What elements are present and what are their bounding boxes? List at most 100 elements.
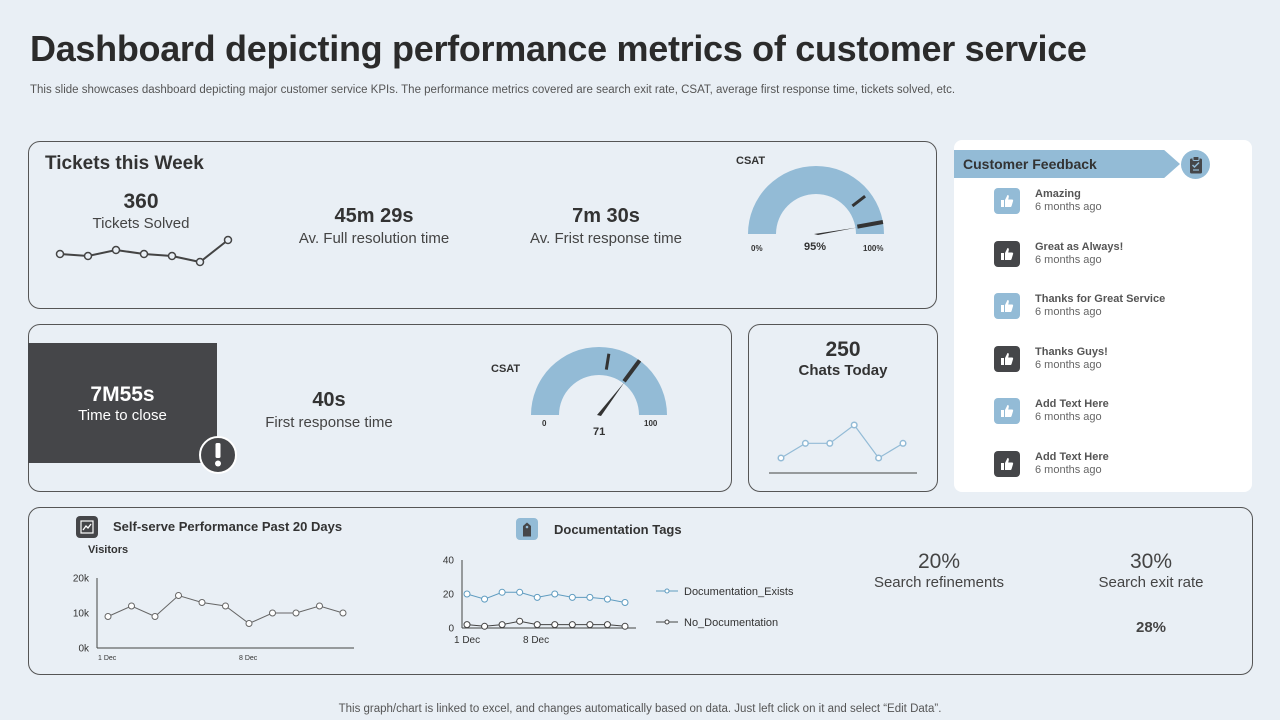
feedback-title: Amazing [1035,188,1081,200]
series-point [533,593,541,601]
extra-percentage-value: 28% [1135,619,1167,636]
series-point [516,588,524,596]
series-point [568,593,576,601]
thumbs-up-icon [994,188,1020,214]
thumbs-up-icon [994,293,1020,319]
gauge-needle [597,381,625,416]
visitors-label: Visitors [88,544,129,556]
footer-note: This graph/chart is linked to excel, and… [338,703,942,715]
customer-feedback-banner: Customer Feedback [954,150,1180,178]
feedback-item: Add Text Here 6 months ago [994,450,1234,491]
series-point [463,590,471,598]
feedback-time: 6 months ago [1035,463,1102,476]
thumbs-up-icon [994,240,1020,267]
x-tick-label: 8 Dec [239,655,258,662]
bottom-panel: Self-serve Performance Past 20 Days Visi… [28,507,1253,675]
chats-panel: 250 Chats Today [748,324,938,492]
sparkline-point [83,251,93,261]
y-tick-label: 0k [78,644,90,655]
y-tick-label: 20k [73,574,90,585]
series-point [104,613,112,620]
y-tick-label: 10k [73,609,90,620]
clipboard-icon [1181,150,1210,179]
csat-2-gauge [531,347,667,416]
csat-label: CSAT [736,155,766,167]
sparkline-point [195,257,205,267]
series-point [128,602,135,610]
series-point [586,621,594,629]
series-point [603,621,611,629]
visitors-chart: 0k 10k 20k 1 Dec 8 Dec [73,574,354,662]
tickets-week-heading: Tickets this Week [45,153,204,174]
tickets-week-panel: Tickets this Week 360 Tickets Solved 45m… [28,141,937,309]
documentation-tags-chart: 0 20 40 1 Dec 8 Dec Documentation_Exists No_Do… [443,556,794,647]
feedback-item: Add Text Here 6 months ago [994,398,1234,438]
gauge-marker [622,359,642,383]
x-tick-label: 8 Dec [523,635,549,646]
tickets-solved-label: Tickets Solved [92,215,190,232]
series-point [463,621,471,629]
customer-feedback-card: Customer Feedback Amazing 6 months ago Gre… [954,140,1252,492]
exclamation-icon [199,436,237,474]
feedback-title: Add Text Here [1035,398,1109,410]
page-title: Dashboard depicting performance metrics … [30,28,1087,69]
page-subtitle: This slide showcases dashboard depicting… [30,84,956,96]
series-point [316,602,323,610]
series-point [175,592,182,599]
legend-marker [664,619,670,625]
csat-min-label: 0% [751,244,763,253]
legend-marker [664,588,670,594]
sparkline-point [801,439,809,447]
feedback-item: Thanks for Great Service 6 months ago [994,293,1234,333]
series-point [222,602,229,610]
legend-label: No_Documentation [684,617,778,629]
x-tick-label: 1 Dec [98,655,117,662]
feedback-time: 6 months ago [1035,306,1102,318]
gauge-track [531,347,667,415]
series-point [498,588,506,596]
time-to-close-panel: 7M55s Time to close 40s First response t… [28,324,732,492]
series-point [339,609,347,617]
chats-today-value: 250 [825,338,861,361]
csat-2-value-label: 71 [593,426,606,438]
csat-2-min-label: 0 [542,419,547,428]
sparkline-point [850,421,858,429]
search-exit-rate-label: Search exit rate [1098,574,1204,591]
series-point [481,595,489,603]
feedback-time: 6 months ago [1035,411,1102,423]
series-point [603,595,611,603]
resolution-time-value: 45m 29s [334,205,414,227]
sparkline-line [780,424,904,459]
feedback-title: Great as Always! [1035,240,1124,253]
csat-gauge [748,166,884,235]
sparkline-point [826,439,834,447]
first-response-time-value: 40s [312,389,346,411]
feedback-title: Add Text Here [1035,450,1109,463]
tickets-sparkline [55,235,233,267]
csat-2-max-label: 100 [644,419,658,428]
search-refinements-label: Search refinements [873,574,1005,591]
feedback-title: Thanks Guys! [1035,345,1108,358]
sparkline-point [899,439,907,447]
gauge-needle [814,227,858,235]
series-point [621,599,629,606]
series-point [481,622,489,630]
resolution-time-label: Av. Full resolution time [298,230,450,247]
y-tick-label: 0 [448,624,454,635]
thumbs-up-icon [994,450,1020,477]
first-response-label: Av. Frist response time [530,230,682,247]
sparkline-point [55,249,65,259]
series-point [586,593,594,601]
search-refinements-value: 20% [917,550,961,573]
gauge-marker [856,220,884,229]
time-to-close-label: Time to close [78,407,167,424]
series-point [568,621,576,629]
series-line [466,591,626,603]
feedback-time: 6 months ago [1035,358,1102,371]
gauge-tick [604,353,611,370]
series-point [198,599,206,606]
feedback-title: Thanks for Great Service [1035,293,1166,305]
chats-today-label: Chats Today [798,362,888,379]
gauge-tick [851,194,867,208]
sparkline-point [223,235,233,245]
